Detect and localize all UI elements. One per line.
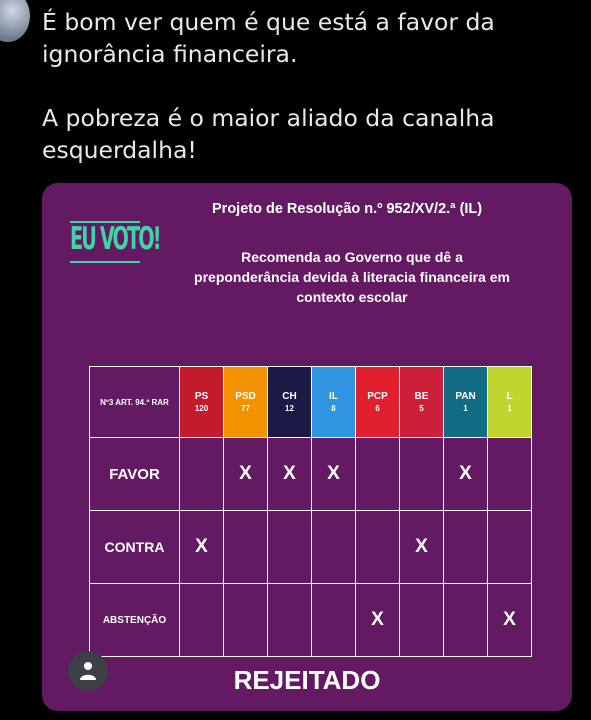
vote-mark: [443, 583, 488, 657]
row-label-favor: FAVOR: [89, 437, 180, 511]
vote-mark: X: [399, 510, 444, 584]
party-header-ps: PS 120: [179, 366, 224, 438]
party-header-be: BE 5: [399, 366, 444, 438]
vote-mark: [223, 583, 268, 657]
result-label: REJEITADO: [233, 665, 381, 695]
card-title: Projeto de Resolução n.º 952/XV/2.ª (IL): [212, 201, 483, 217]
party-header-pcp: PCP 6: [355, 366, 400, 438]
vote-mark: [399, 583, 444, 657]
vote-mark: X: [443, 437, 488, 511]
tweet-text: É bom ver quem é que está a favor da ign…: [42, 8, 495, 164]
vote-mark: [311, 583, 356, 657]
person-icon[interactable]: [68, 651, 108, 691]
vote-mark: [311, 510, 356, 584]
table-header-row: Nº3 ART. 94.º RAR PS 120 PSD 77 CH 12 IL 8 P…: [89, 366, 532, 438]
vote-mark: X: [311, 437, 356, 511]
author-avatar[interactable]: [0, 0, 30, 42]
table-row: CONTRA X X: [89, 510, 532, 584]
table-row: ABSTENÇÃO X X: [89, 583, 532, 657]
vote-mark: X: [223, 437, 268, 511]
logo-text: EU VOTO!: [70, 221, 161, 257]
vote-mark: [267, 510, 312, 584]
vote-mark: [355, 510, 400, 584]
vote-mark: X: [267, 437, 312, 511]
party-header-psd: PSD 77: [223, 366, 268, 438]
eu-voto-logo: EU VOTO!: [70, 221, 161, 271]
vote-mark: [443, 510, 488, 584]
card-description: Recomenda ao Governo que dê a preponderâ…: [194, 249, 510, 305]
vote-mark: [179, 437, 224, 511]
table-header-label: Nº3 ART. 94.º RAR: [89, 366, 180, 438]
vote-mark: [487, 437, 532, 511]
vote-mark: [355, 437, 400, 511]
table-row: FAVOR X X X X: [89, 437, 532, 511]
vote-card-image[interactable]: EU VOTO! Projeto de Resolução n.º 952/XV…: [42, 183, 572, 711]
row-label-abstencao: ABSTENÇÃO: [89, 583, 180, 657]
row-label-contra: CONTRA: [89, 510, 180, 584]
vote-mark: X: [487, 583, 532, 657]
vote-mark: X: [179, 510, 224, 584]
vote-mark: [399, 437, 444, 511]
vote-mark: [223, 510, 268, 584]
vote-mark: X: [355, 583, 400, 657]
vote-table: Nº3 ART. 94.º RAR PS 120 PSD 77 CH 12 IL 8 P…: [89, 366, 532, 657]
vote-mark: [267, 583, 312, 657]
party-header-il: IL 8: [311, 366, 356, 438]
vote-mark: [487, 510, 532, 584]
vote-mark: [179, 583, 224, 657]
party-header-pan: PAN 1: [443, 366, 488, 438]
person-glyph-icon: [80, 662, 96, 680]
party-header-ch: CH 12: [267, 366, 312, 438]
